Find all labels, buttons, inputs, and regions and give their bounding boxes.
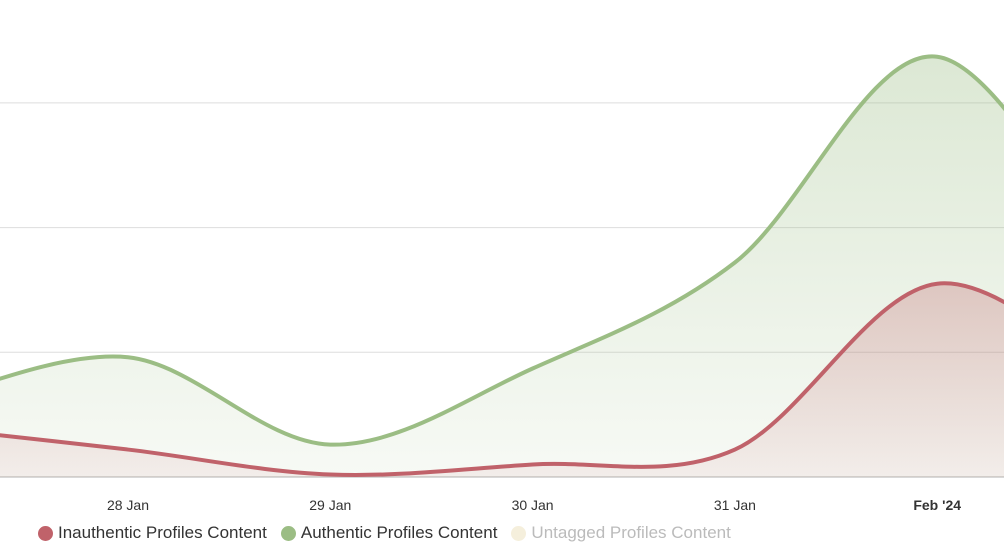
- x-tick-label: Feb '24: [913, 497, 961, 513]
- legend-label: Inauthentic Profiles Content: [58, 523, 267, 542]
- legend-label: Authentic Profiles Content: [300, 523, 498, 542]
- x-tick-label: 30 Jan: [512, 497, 554, 513]
- legend-item-authentic[interactable]: Authentic Profiles Content: [280, 523, 498, 543]
- legend-item-inauthentic[interactable]: Inauthentic Profiles Content: [38, 523, 267, 543]
- legend-label: Untagged Profiles Content: [531, 523, 731, 542]
- x-tick-label: 29 Jan: [309, 497, 351, 513]
- authentic-series-marker-icon: [280, 525, 296, 541]
- legend-item-untagged[interactable]: Untagged Profiles Content: [511, 523, 731, 543]
- authentic-series-line[interactable]: [0, 54, 1004, 447]
- x-tick-label: 28 Jan: [107, 497, 149, 513]
- x-tick-label: 31 Jan: [714, 497, 756, 513]
- authentic-area-fill: [0, 56, 1004, 477]
- legend: Inauthentic Profiles Content Authentic P…: [38, 523, 731, 543]
- inauthentic-area-fill: [0, 283, 1004, 477]
- inauthentic-series-line[interactable]: [0, 281, 1004, 477]
- area-chart: 28 Jan 29 Jan 30 Jan 31 Jan Feb '24: [0, 54, 1004, 513]
- inauthentic-series-marker-icon: [38, 525, 53, 541]
- untagged-series-marker-icon: [511, 525, 527, 541]
